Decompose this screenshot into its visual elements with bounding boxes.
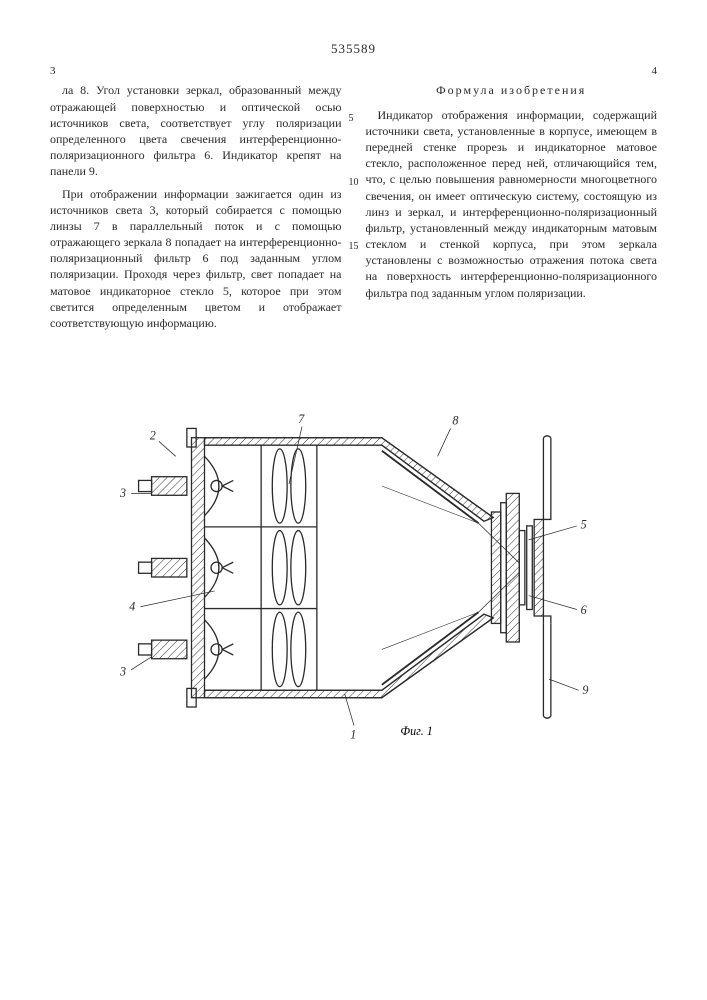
text-columns: 5 10 15 ла 8. Угол установки зеркал, обр… xyxy=(50,82,657,337)
patent-number: 535589 xyxy=(50,40,657,58)
figure-label: 7 xyxy=(298,412,305,426)
line-num: 15 xyxy=(349,242,359,252)
left-p1: ла 8. Угол установки зеркал, образованны… xyxy=(50,82,342,179)
figure-label: 9 xyxy=(582,683,588,697)
figure-label: 6 xyxy=(580,603,586,617)
figure-label: 8 xyxy=(452,414,458,428)
right-p1: Индикатор отображения информации, содерж… xyxy=(366,107,658,301)
figure-label: 1 xyxy=(350,728,356,742)
right-column: Формула изобретения Индикатор отображени… xyxy=(366,82,658,337)
left-p2: При отображении информации зажигается од… xyxy=(50,186,342,332)
col-label-right: 4 xyxy=(652,64,658,79)
column-labels: 3 4 xyxy=(50,64,657,79)
figure-label: 3 xyxy=(119,665,126,679)
line-num: 5 xyxy=(349,114,359,124)
figure-label: 5 xyxy=(580,518,586,532)
figure-label: 4 xyxy=(129,600,135,614)
figure-label: 2 xyxy=(149,429,155,443)
left-column: ла 8. Угол установки зеркал, образованны… xyxy=(50,82,342,337)
figure-svg: 2 3 4 3 7 8 5 6 9 1 Фиг. 1 xyxy=(94,397,614,757)
line-numbers: 5 10 15 xyxy=(349,114,359,252)
figure: 2 3 4 3 7 8 5 6 9 1 Фиг. 1 xyxy=(50,397,657,761)
claims-title: Формула изобретения xyxy=(366,82,658,98)
figure-caption: Фиг. 1 xyxy=(400,724,432,738)
line-num: 10 xyxy=(349,178,359,188)
figure-label: 3 xyxy=(119,486,126,500)
col-label-left: 3 xyxy=(50,64,56,79)
